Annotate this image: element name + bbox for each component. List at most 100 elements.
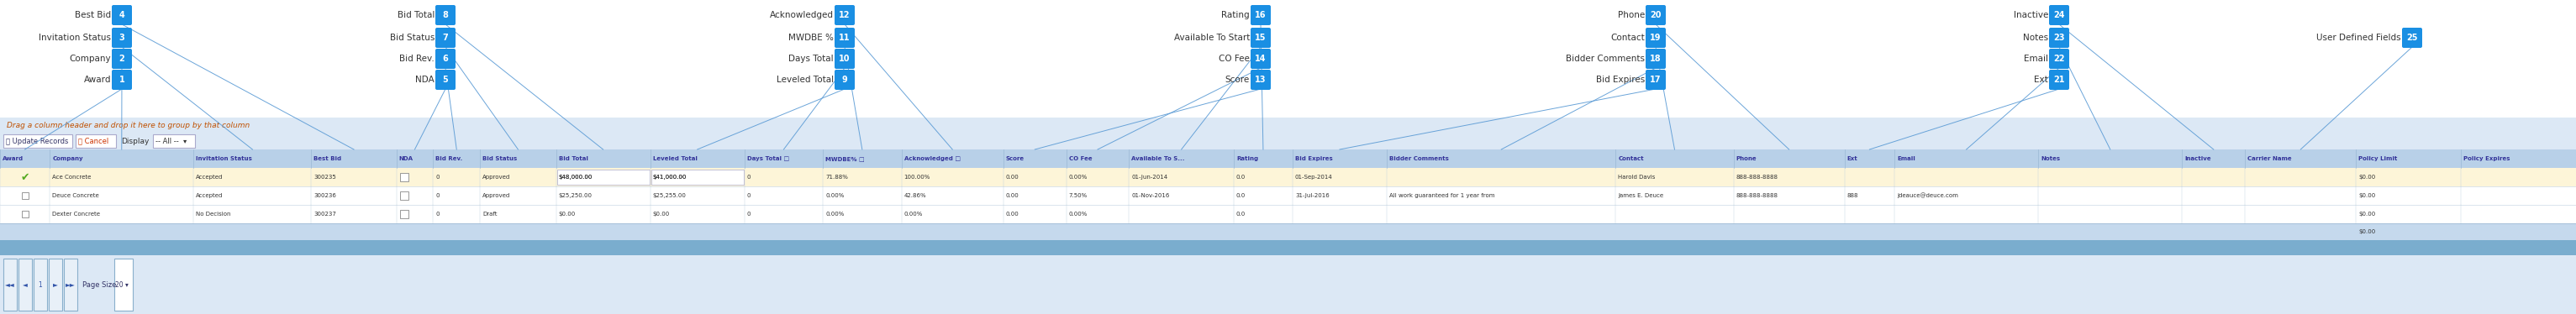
FancyBboxPatch shape (1249, 70, 1270, 90)
Text: $48,000.00: $48,000.00 (559, 175, 592, 180)
Text: 22: 22 (2053, 55, 2066, 63)
Text: CO Fee: CO Fee (1218, 55, 1249, 63)
Text: Phone: Phone (1618, 11, 1643, 19)
Text: 0.00%: 0.00% (1069, 175, 1087, 180)
Text: Accepted: Accepted (196, 193, 224, 198)
Text: Rating: Rating (1221, 11, 1249, 19)
Text: Ace Concrete: Ace Concrete (52, 175, 90, 180)
Text: $48,000.00: $48,000.00 (559, 175, 592, 180)
FancyBboxPatch shape (0, 168, 2576, 187)
Text: Ext: Ext (2035, 76, 2048, 84)
Text: Inactive: Inactive (2014, 11, 2048, 19)
FancyBboxPatch shape (111, 5, 131, 25)
Text: 4: 4 (118, 11, 124, 19)
Text: Ext: Ext (1847, 156, 1857, 161)
FancyBboxPatch shape (2048, 28, 2069, 48)
Text: Company: Company (70, 55, 111, 63)
FancyBboxPatch shape (435, 49, 456, 69)
FancyBboxPatch shape (2401, 28, 2421, 48)
Text: Contact: Contact (1610, 34, 1643, 42)
Text: 11: 11 (840, 34, 850, 42)
Text: 3: 3 (118, 34, 124, 42)
FancyBboxPatch shape (113, 259, 134, 311)
Text: Best Bid: Best Bid (314, 156, 343, 161)
FancyBboxPatch shape (1646, 70, 1667, 90)
Text: 16: 16 (1255, 11, 1267, 19)
Text: Dexter Concrete: Dexter Concrete (52, 212, 100, 217)
FancyBboxPatch shape (0, 149, 2576, 168)
FancyBboxPatch shape (152, 134, 196, 148)
Text: Score: Score (1007, 156, 1025, 161)
Text: Bid Expires: Bid Expires (1595, 76, 1643, 84)
Text: 19: 19 (1651, 34, 1662, 42)
Text: Award: Award (3, 156, 23, 161)
Text: James E. Deuce: James E. Deuce (1618, 193, 1664, 198)
FancyBboxPatch shape (3, 134, 72, 148)
Text: 300236: 300236 (314, 193, 337, 198)
FancyBboxPatch shape (835, 5, 855, 25)
Text: 18: 18 (1651, 55, 1662, 63)
Text: Policy Limit: Policy Limit (2360, 156, 2398, 161)
Text: Page Size: Page Size (82, 281, 116, 288)
FancyBboxPatch shape (0, 240, 2576, 255)
Text: 0.00%: 0.00% (824, 212, 845, 217)
Text: 15: 15 (1255, 34, 1267, 42)
Text: Approved: Approved (482, 175, 510, 180)
FancyBboxPatch shape (0, 223, 2576, 240)
Text: 0.00%: 0.00% (904, 212, 922, 217)
Text: Acknowledged □: Acknowledged □ (904, 156, 961, 161)
Text: Bid Rev.: Bid Rev. (399, 55, 435, 63)
Text: 6: 6 (443, 55, 448, 63)
Text: ►: ► (54, 281, 57, 288)
FancyBboxPatch shape (0, 255, 2576, 314)
Text: 5: 5 (443, 76, 448, 84)
Text: 888-888-8888: 888-888-8888 (1736, 175, 1777, 180)
FancyBboxPatch shape (399, 173, 407, 181)
Text: -- All --  ▾: -- All -- ▾ (155, 137, 188, 145)
Text: 300237: 300237 (314, 212, 337, 217)
Text: NDA: NDA (415, 76, 435, 84)
FancyBboxPatch shape (435, 5, 456, 25)
Text: Notes: Notes (2040, 156, 2061, 161)
Text: User Defined Fields: User Defined Fields (2316, 34, 2401, 42)
Text: ◄◄: ◄◄ (5, 281, 15, 288)
Text: 25: 25 (2406, 34, 2419, 42)
Text: 7: 7 (443, 34, 448, 42)
Text: Accepted: Accepted (196, 175, 224, 180)
Text: 42.86%: 42.86% (904, 193, 927, 198)
Text: Contact: Contact (1618, 156, 1643, 161)
FancyBboxPatch shape (0, 117, 2576, 133)
FancyBboxPatch shape (2048, 70, 2069, 90)
Text: Award: Award (82, 76, 111, 84)
FancyBboxPatch shape (2048, 5, 2069, 25)
Text: 0.00%: 0.00% (824, 193, 845, 198)
Text: Deuce Concrete: Deuce Concrete (52, 193, 98, 198)
Text: Bid Status: Bid Status (482, 156, 518, 161)
Text: 0: 0 (435, 193, 440, 198)
FancyBboxPatch shape (1646, 28, 1667, 48)
Text: Bidder Comments: Bidder Comments (1566, 55, 1643, 63)
FancyBboxPatch shape (2048, 49, 2069, 69)
Text: 31-Jul-2016: 31-Jul-2016 (1296, 193, 1329, 198)
Text: $0.00: $0.00 (2360, 229, 2375, 234)
Text: 0: 0 (747, 193, 750, 198)
Text: 0.0: 0.0 (1236, 175, 1247, 180)
FancyBboxPatch shape (0, 133, 2576, 149)
Text: 0.00: 0.00 (1007, 193, 1020, 198)
Text: Display: Display (121, 137, 149, 145)
Text: 71.88%: 71.88% (824, 175, 848, 180)
Text: 888-888-8888: 888-888-8888 (1736, 193, 1777, 198)
Text: Email: Email (1896, 156, 1914, 161)
Text: Inactive: Inactive (2184, 156, 2210, 161)
Text: Phone: Phone (1736, 156, 1757, 161)
FancyBboxPatch shape (75, 134, 116, 148)
Text: NDA: NDA (399, 156, 412, 161)
Text: 2: 2 (118, 55, 124, 63)
FancyBboxPatch shape (3, 259, 18, 311)
FancyBboxPatch shape (18, 259, 31, 311)
FancyBboxPatch shape (33, 259, 46, 311)
Text: 0: 0 (435, 175, 440, 180)
FancyBboxPatch shape (652, 170, 744, 185)
FancyBboxPatch shape (1646, 49, 1667, 69)
Text: 0.00: 0.00 (1007, 175, 1020, 180)
